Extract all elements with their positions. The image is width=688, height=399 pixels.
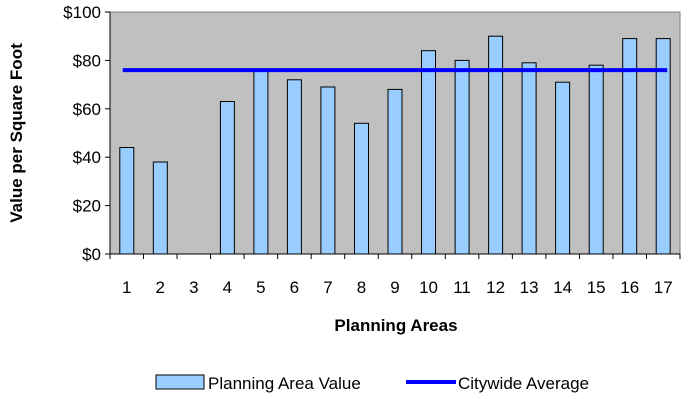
bar-6 [286,79,302,255]
x-tick-label: 3 [189,278,198,297]
x-tick-label: 15 [587,278,606,297]
y-tick-label: $20 [73,197,101,216]
y-axis-title: Value per Square Foot [7,43,26,223]
x-tick-label: 8 [357,278,366,297]
y-tick-group: $0 $20 $40 $60 $80 $100 [63,3,110,264]
bar-5 [253,69,269,255]
x-tick-label: 5 [256,278,265,297]
y-tick-label: $40 [73,148,101,167]
y-tick-label: $80 [73,51,101,70]
legend-label-line: Citywide Average [458,374,589,393]
bar-4 [219,101,235,255]
bar-15 [588,64,604,255]
legend: Planning Area Value Citywide Average [155,374,589,393]
bar-1 [119,147,135,255]
bar-2 [152,161,168,255]
y-tick-label: $0 [82,245,101,264]
x-tick-label: 13 [520,278,539,297]
x-tick-group: 1 2 3 4 5 6 7 8 9 10 11 12 13 14 15 16 17 [109,254,681,297]
x-tick-label: 12 [486,278,505,297]
x-tick-label: 10 [419,278,438,297]
x-axis-title: Planning Areas [334,316,457,335]
x-tick-label: 7 [323,278,332,297]
x-tick-label: 2 [156,278,165,297]
x-tick-label: 6 [290,278,299,297]
legend-bar-swatch [155,374,205,390]
x-tick-label: 4 [223,278,232,297]
bar-11 [454,59,470,255]
y-tick-label: $60 [73,100,101,119]
x-tick-label: 14 [553,278,572,297]
bar-8 [354,122,369,255]
x-tick-label: 17 [654,278,673,297]
y-tick-label: $100 [63,3,101,22]
bar-13 [521,62,537,255]
x-tick-label: 11 [453,278,471,297]
bar-group [119,35,671,255]
bar-9 [387,88,403,255]
x-tick-label: 1 [122,278,131,297]
x-tick-label: 16 [620,278,639,297]
legend-label-bar: Planning Area Value [208,374,361,393]
bar-14 [555,81,571,255]
x-tick-label: 9 [390,278,399,297]
bar-7 [320,86,336,255]
bar-10 [421,50,436,255]
